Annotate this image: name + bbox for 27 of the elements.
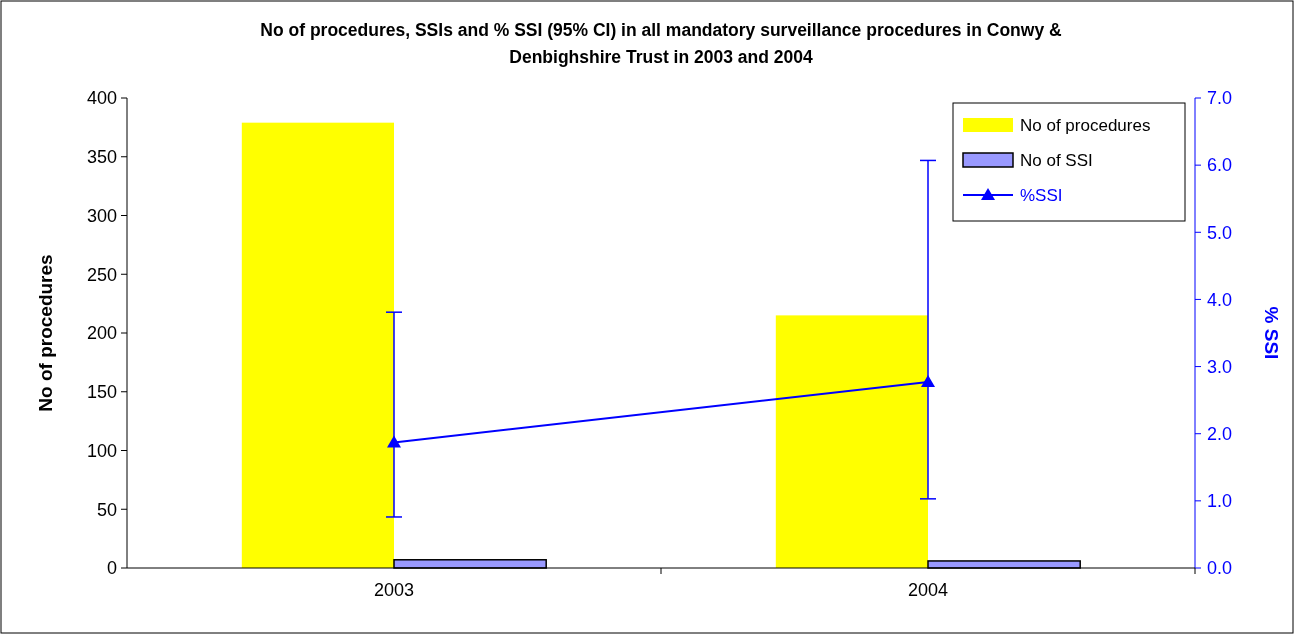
legend-label: %SSI [1020, 185, 1063, 205]
y-tick-label: 150 [86, 382, 117, 403]
y-tick-label: 400 [86, 88, 117, 109]
x-tick-label: 2004 [907, 580, 949, 600]
legend-label: No of procedures [1020, 115, 1151, 135]
y-axis-title: No of procedures [35, 254, 56, 412]
chart-title: No of procedures, SSIs and % SSI (95% CI) in all mandatory surveillance procedures in Conwy & Denbighshire Trust in 2003 and 2004 [260, 20, 1063, 67]
y-tick-label: 250 [86, 264, 117, 285]
y-tick-label: 0 [106, 558, 117, 579]
x-tick-label: 2003 [373, 580, 415, 600]
y-tick-label: 50 [96, 499, 117, 520]
y2-tick-label: 6.0 [1207, 155, 1233, 176]
y2-tick-label: 2.0 [1207, 424, 1233, 445]
bar [241, 122, 394, 568]
legend-label: No of SSI [1020, 150, 1093, 170]
y-tick-label: 350 [86, 147, 117, 168]
y2-tick-label: 3.0 [1207, 356, 1233, 377]
y2-axis-title: % SSI [1261, 306, 1282, 360]
y-tick-label: 300 [86, 205, 117, 226]
y2-tick-label: 4.0 [1207, 289, 1233, 310]
y-tick-label: 200 [86, 323, 117, 344]
y2-tick-label: 7.0 [1207, 88, 1233, 109]
y2-tick-label: 1.0 [1207, 491, 1233, 512]
y2-tick-label: 5.0 [1207, 222, 1233, 243]
y2-tick-label: 0.0 [1207, 558, 1233, 579]
bar [775, 315, 928, 568]
y-tick-label: 100 [86, 440, 117, 461]
